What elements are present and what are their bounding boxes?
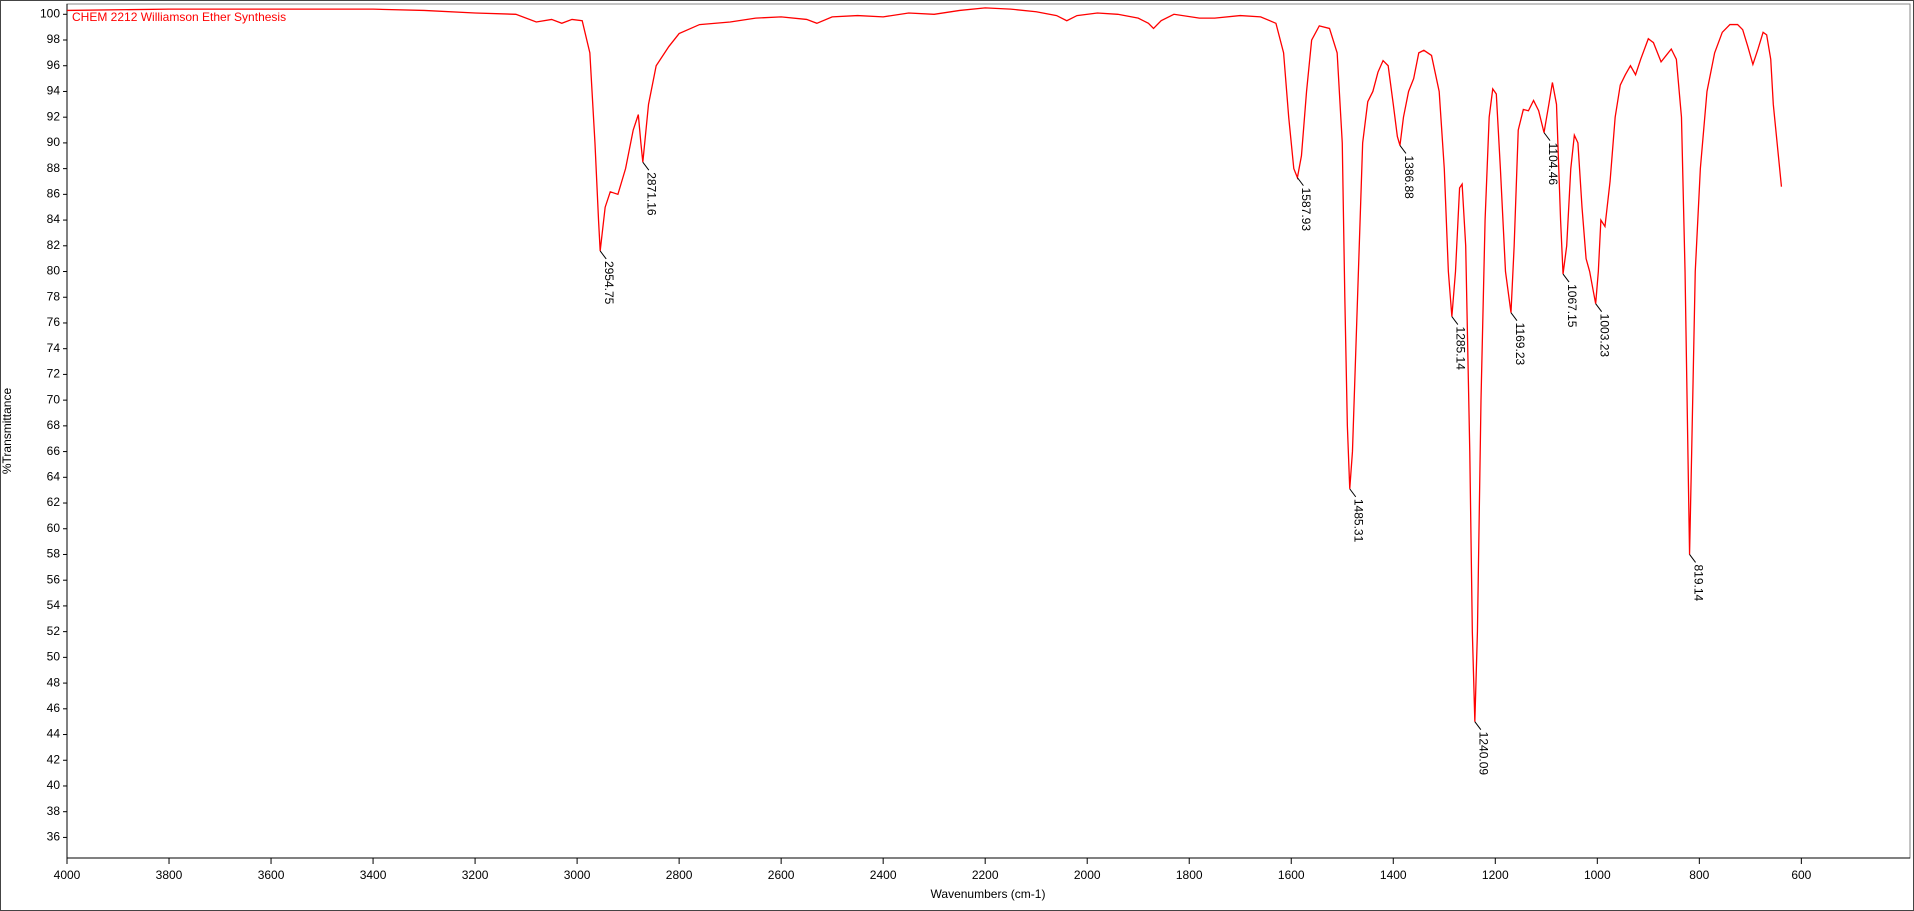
peak-label: 1169.23 [1513,323,1527,366]
peak-marker [1399,145,1407,154]
y-tick-label: 62 [47,495,61,509]
peak-label: 1104.46 [1546,143,1560,186]
peak-marker [1297,177,1304,186]
peak-marker [1595,303,1603,312]
peak-label: 1003.23 [1597,314,1611,358]
x-tick-label: 1800 [1176,868,1203,882]
y-tick-label: 98 [47,32,61,46]
y-tick-label: 60 [47,521,61,535]
y-tick-label: 80 [47,264,61,278]
y-tick-label: 100 [40,6,60,20]
y-tick-label: 54 [47,598,61,612]
peak-marker [642,161,650,171]
x-tick-label: 1400 [1380,868,1407,882]
peak-label: 1485.31 [1352,499,1366,543]
peak-marker [1510,312,1518,321]
x-tick-label: 800 [1689,868,1709,882]
x-tick-label: 1000 [1584,868,1611,882]
y-tick-label: 64 [47,469,61,483]
y-tick-label: 66 [47,444,61,458]
y-tick-label: 70 [47,392,61,406]
x-tick-label: 3600 [258,868,285,882]
x-tick-label: 600 [1791,868,1811,882]
peak-label: 2954.75 [602,261,616,305]
x-tick-label: 3200 [462,868,489,882]
y-tick-label: 76 [47,315,61,329]
y-tick-label: 88 [47,161,61,175]
x-tick-label: 3800 [156,868,183,882]
y-tick-label: 56 [47,572,61,586]
y-tick-label: 40 [47,778,61,792]
x-axis-label: Wavenumbers (cm-1) [931,887,1046,901]
spectrum-line [66,7,1783,722]
x-tick-label: 2000 [1074,868,1101,882]
x-tick-label: 2600 [768,868,795,882]
x-tick-label: 1600 [1278,868,1305,882]
peak-marker [599,250,607,260]
y-tick-label: 50 [47,650,61,664]
x-tick-label: 4000 [54,868,81,882]
peak-label: 1240.09 [1477,732,1491,776]
peak-label: 2871.16 [645,172,659,216]
y-tick-label: 44 [47,727,61,741]
x-tick-label: 2400 [870,868,897,882]
y-tick-label: 46 [47,701,61,715]
y-tick-label: 52 [47,624,61,638]
peak-label: 1285.14 [1454,327,1468,371]
peak-marker [1689,554,1696,563]
y-tick-label: 82 [47,238,61,252]
peak-marker [1451,316,1459,325]
y-tick-label: 96 [47,58,61,72]
peak-marker [1543,132,1551,141]
x-tick-label: 2800 [666,868,693,882]
peak-label: 1386.88 [1402,155,1416,199]
y-tick-label: 74 [47,341,61,355]
x-tick-label: 2200 [972,868,999,882]
y-tick-label: 84 [47,212,61,226]
y-tick-label: 92 [47,109,61,123]
peak-label: 1067.15 [1565,284,1579,328]
y-tick-label: 90 [47,135,61,149]
peak-marker [1562,273,1570,283]
chart-title: CHEM 2212 Williamson Ether Synthesis [72,10,286,24]
plot-area [66,3,1911,859]
y-tick-label: 94 [47,84,61,98]
peak-label: 1587.93 [1299,188,1313,232]
peak-label: 819.14 [1691,564,1705,601]
y-tick-label: 48 [47,675,61,689]
x-tick-label: 3400 [360,868,387,882]
x-tick-label: 3000 [564,868,591,882]
y-tick-label: 72 [47,367,61,381]
y-tick-label: 36 [47,830,61,844]
x-tick-label: 1200 [1482,868,1509,882]
y-tick-label: 86 [47,187,61,201]
y-tick-label: 58 [47,547,61,561]
y-tick-label: 68 [47,418,61,432]
peak-marker [1474,721,1482,730]
y-tick-label: 38 [47,804,61,818]
y-tick-label: 78 [47,289,61,303]
y-axis-label: %Transmittance [0,388,14,475]
y-tick-label: 42 [47,752,61,766]
peak-marker [1349,488,1357,498]
